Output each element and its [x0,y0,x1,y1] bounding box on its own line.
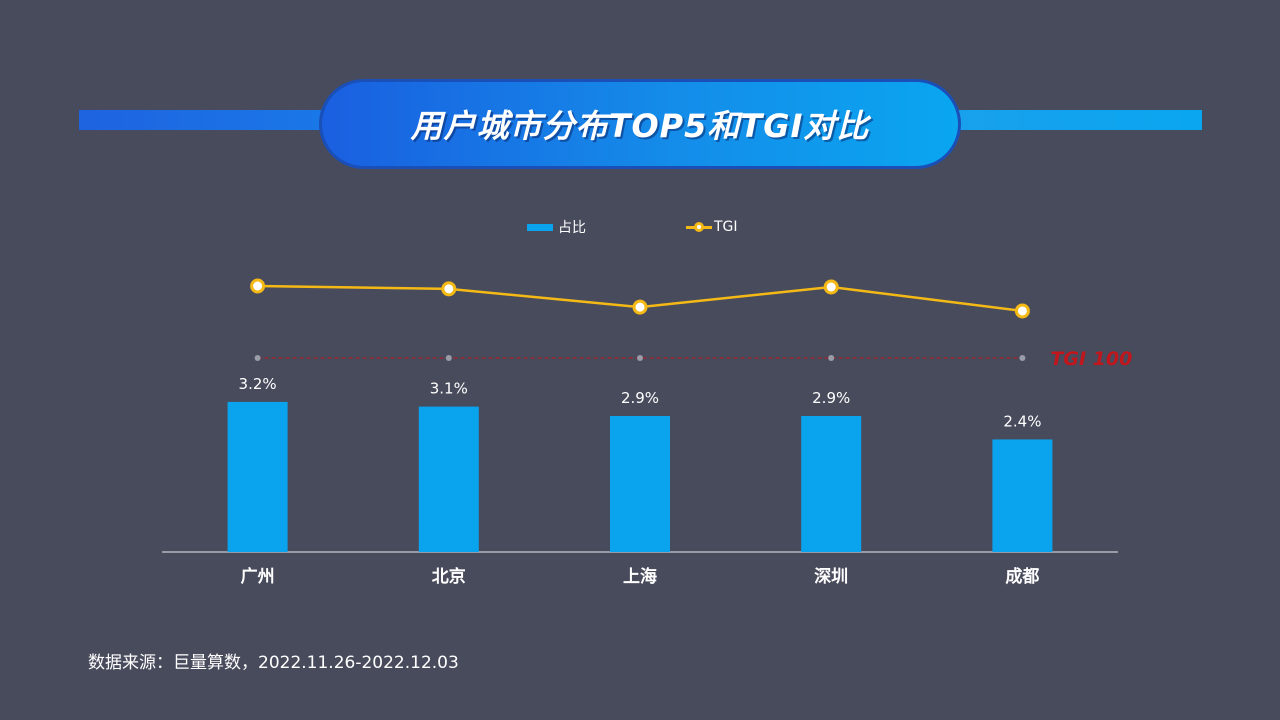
tgi-point-2 [441,281,457,297]
tgi-point-3 [632,299,648,315]
reference-point [828,355,835,361]
legend-label-share: 占比 [558,220,586,236]
legend-label-tgi: TGI [714,219,738,235]
reference-point [445,355,452,361]
page-title: 用户城市分布TOP5和TGI对比 [410,107,870,145]
legend-bar-swatch [527,223,553,231]
reference-point [637,355,643,361]
reference-point [254,355,261,361]
legend-line-swatch [686,217,712,237]
bar-value-label: 2.4% [1003,412,1041,430]
bar-value-label: 2.9% [621,389,659,407]
tgi-point-4 [823,279,839,295]
category-label: 北京 [432,566,466,587]
category-label: 成都 [1005,566,1039,587]
bar-5 [992,439,1053,552]
bar-1 [227,401,288,552]
category-label: 深圳 [814,566,848,587]
legend-item-share: 占比 [527,217,586,237]
bar-value-label: 2.9% [812,389,850,407]
bar-value-label: 3.2% [239,375,277,393]
tgi-point-1 [250,278,266,294]
title-decor-left-bar [79,110,339,130]
data-source-note: 数据来源：巨量算数，2022.11.26-2022.12.03 [88,653,459,673]
bar-4 [801,415,862,552]
tgi-point-5 [1014,303,1030,319]
category-label: 上海 [623,566,657,587]
bar-3 [610,415,670,552]
category-label: 广州 [241,566,275,587]
bar-value-label: 3.1% [430,380,468,398]
bar-2 [418,406,479,552]
title-banner: 用户城市分布TOP5和TGI对比 [319,79,961,169]
title-decor-right-bar [942,110,1202,130]
tgi-reference-label: TGI 100 [1050,348,1132,370]
legend-item-tgi: TGI [686,217,738,237]
reference-point [1019,355,1026,361]
